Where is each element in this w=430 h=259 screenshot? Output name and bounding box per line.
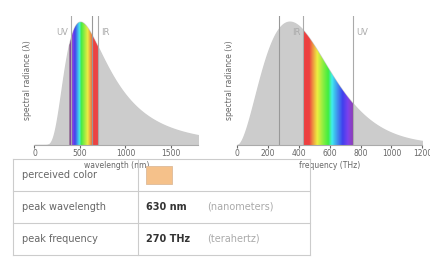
- X-axis label: wavelength (nm): wavelength (nm): [83, 161, 149, 170]
- Text: 270 THz: 270 THz: [146, 234, 190, 244]
- Text: IR: IR: [291, 28, 299, 37]
- Text: IR: IR: [101, 28, 109, 37]
- Text: UV: UV: [56, 28, 68, 37]
- X-axis label: frequency (THz): frequency (THz): [298, 161, 359, 170]
- Text: peak wavelength: peak wavelength: [22, 202, 105, 212]
- Text: peak frequency: peak frequency: [22, 234, 97, 244]
- Text: perceived color: perceived color: [22, 170, 96, 180]
- Text: (terahertz): (terahertz): [206, 234, 259, 244]
- Text: (nanometers): (nanometers): [206, 202, 273, 212]
- Text: 630 nm: 630 nm: [146, 202, 187, 212]
- Y-axis label: spectral radiance (λ): spectral radiance (λ): [23, 40, 32, 120]
- Y-axis label: spectral radiance (ν): spectral radiance (ν): [225, 40, 234, 120]
- Bar: [146, 166, 172, 184]
- Text: UV: UV: [355, 28, 367, 37]
